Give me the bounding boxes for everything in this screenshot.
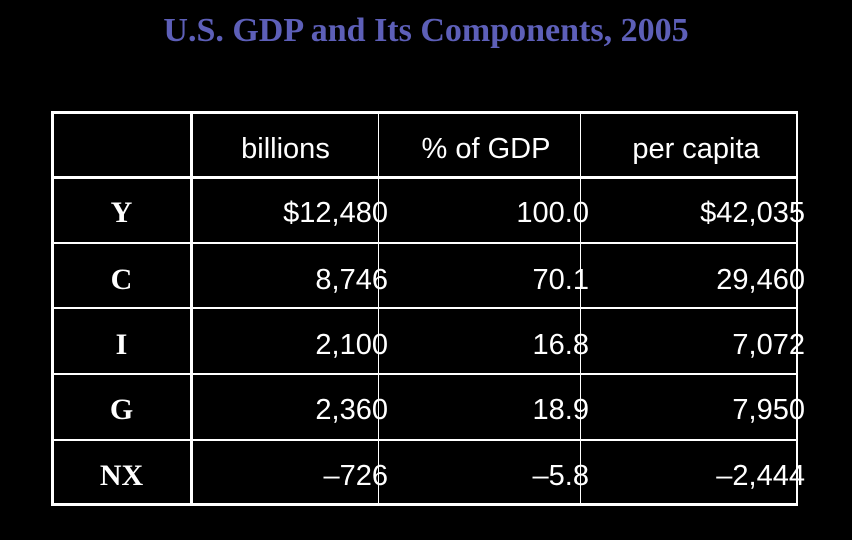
column-header-pct-gdp: % of GDP (421, 133, 551, 165)
column-header-billions: billions (241, 133, 330, 165)
table-column-divider (378, 111, 379, 506)
page-title: U.S. GDP and Its Components, 2005 (163, 12, 689, 49)
column-header-per-capita: per capita (632, 133, 760, 165)
cell-i-pct: 16.8 (532, 329, 589, 361)
cell-nx-pct: –5.8 (532, 460, 589, 492)
table-column-divider (580, 111, 581, 506)
table-row-divider (51, 373, 798, 375)
table-row-divider (51, 176, 798, 179)
cell-nx-billions: –726 (323, 460, 388, 492)
table-border-bottom (51, 503, 798, 506)
row-label-nx: NX (99, 459, 144, 492)
table-border-right (796, 111, 798, 506)
table-column-divider (190, 111, 193, 506)
row-label-i: I (115, 328, 128, 361)
cell-g-pct: 18.9 (532, 394, 589, 426)
cell-y-billions: $12,480 (283, 197, 388, 229)
cell-g-billions: 2,360 (315, 394, 388, 426)
row-label-c: C (110, 263, 133, 296)
table-row-divider (51, 307, 798, 309)
cell-nx-per-capita: –2,444 (716, 460, 805, 492)
table-border-top (51, 111, 798, 114)
row-label-y: Y (110, 196, 133, 229)
table-row-divider (51, 439, 798, 441)
cell-c-billions: 8,746 (315, 264, 388, 296)
cell-i-per-capita: 7,072 (732, 329, 805, 361)
cell-y-per-capita: $42,035 (700, 197, 805, 229)
cell-g-per-capita: 7,950 (732, 394, 805, 426)
cell-i-billions: 2,100 (315, 329, 388, 361)
table-row-divider (51, 242, 798, 244)
cell-c-per-capita: 29,460 (716, 264, 805, 296)
row-label-g: G (109, 393, 134, 426)
cell-c-pct: 70.1 (532, 264, 589, 296)
table-border-left (51, 111, 54, 506)
cell-y-pct: 100.0 (516, 197, 589, 229)
